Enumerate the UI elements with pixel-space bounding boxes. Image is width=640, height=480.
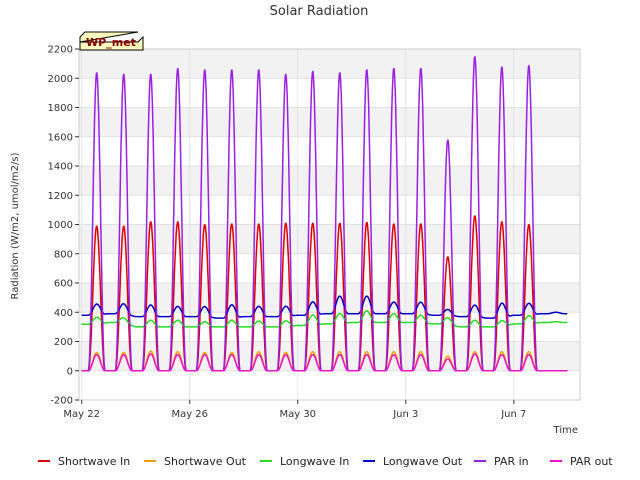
y-tick-label: 800	[54, 249, 73, 260]
series-line-longwave-in	[81, 310, 568, 328]
x-tick-label: Jun 7	[500, 409, 526, 420]
x-tick-label: Jun 3	[392, 409, 418, 420]
y-axis-label: Radiation (W/m2, umol/m2/s)	[10, 152, 21, 299]
y-tick-label: 2200	[48, 45, 73, 56]
legend-label: Shortwave Out	[164, 455, 247, 468]
legend-label: PAR out	[570, 455, 613, 468]
chart-title: Solar Radiation	[270, 4, 369, 19]
series-line-longwave-out	[81, 295, 568, 319]
grid-band	[79, 166, 580, 196]
legend: Shortwave In Shortwave Out Longwave In Long…	[38, 455, 613, 468]
legend-label: Shortwave In	[58, 455, 130, 468]
y-tick-label: 1000	[48, 220, 73, 231]
y-tick-label: 2000	[48, 74, 73, 85]
x-axis-label: Time	[553, 425, 578, 436]
series-line-par-out	[81, 353, 568, 372]
y-tick-label: 1200	[48, 191, 73, 202]
y-axis: -200 0 200 400 600 800 1000 1200 1400 1600 1800 200…	[48, 45, 79, 407]
x-tick-label: May 30	[279, 409, 316, 420]
y-tick-label: 400	[54, 308, 73, 319]
station-badge: WP_met	[79, 31, 144, 51]
y-tick-label: 1800	[48, 103, 73, 114]
series-layer	[81, 56, 568, 372]
legend-label: Longwave In	[280, 455, 349, 468]
x-tick-label: May 22	[63, 409, 100, 420]
y-tick-label: 200	[54, 337, 73, 348]
badge-shape	[79, 31, 144, 51]
y-tick-label: -200	[50, 396, 73, 407]
y-tick-label: 600	[54, 279, 73, 290]
x-axis: May 22 May 26 May 30 Jun 3 Jun 7	[63, 400, 526, 420]
legend-label: Longwave Out	[383, 455, 463, 468]
badge-label: WP_met	[86, 36, 136, 49]
grid-band	[79, 49, 580, 79]
grid-band	[79, 107, 580, 137]
legend-label: PAR in	[494, 455, 529, 468]
x-tick-label: May 26	[171, 409, 208, 420]
y-tick-label: 0	[67, 366, 73, 377]
y-tick-label: 1400	[48, 162, 73, 173]
y-tick-label: 1600	[48, 132, 73, 143]
